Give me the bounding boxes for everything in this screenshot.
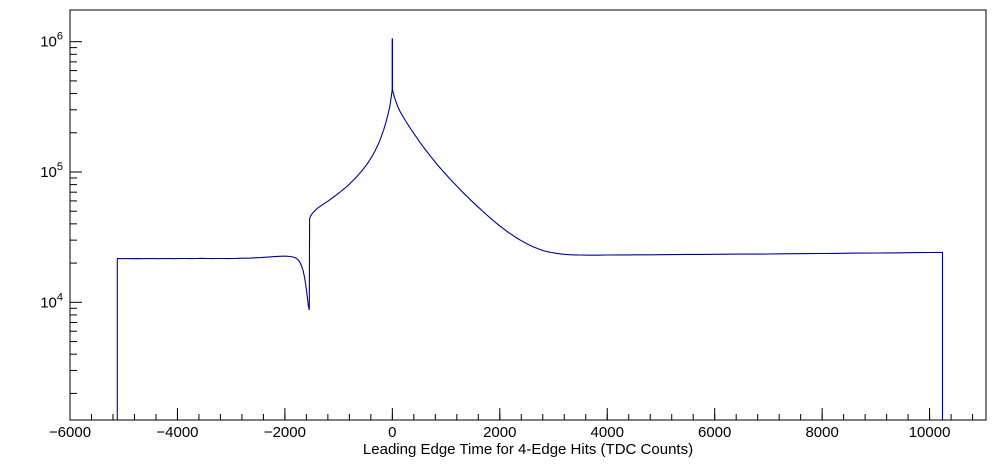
x-tick-label: 10000 — [909, 424, 951, 441]
y-tick-label: 105 — [40, 161, 63, 181]
y-tick-label: 104 — [40, 291, 63, 311]
x-tick-label: 4000 — [591, 424, 624, 441]
x-tick-label: 6000 — [698, 424, 731, 441]
x-tick-label: 0 — [388, 424, 396, 441]
x-tick-label: 2000 — [483, 424, 516, 441]
x-tick-label: −2000 — [264, 424, 306, 441]
y-tick-label: 106 — [40, 31, 63, 51]
x-axis-title: Leading Edge Time for 4-Edge Hits (TDC C… — [362, 441, 694, 458]
plot-frame — [69, 9, 987, 421]
x-tick-label: 8000 — [805, 424, 838, 441]
histogram-line — [116, 38, 944, 420]
x-tick-label: −6000 — [49, 424, 91, 441]
x-tick-label: −4000 — [156, 424, 198, 441]
